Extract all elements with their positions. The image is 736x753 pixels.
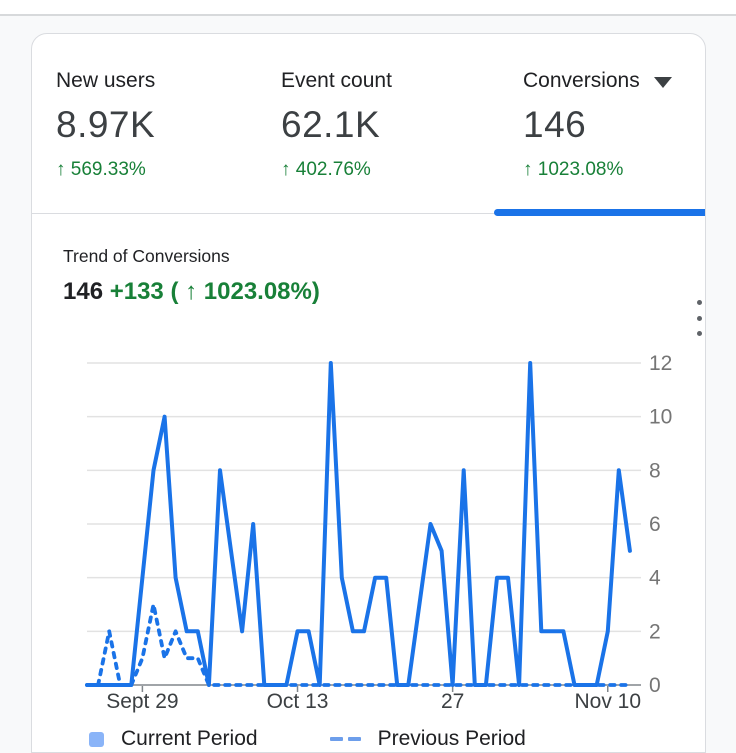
x-tick-label: Oct 13 (267, 690, 329, 713)
metric-card-event-count[interactable]: Event count 62.1K ↑ 402.76% (281, 69, 392, 181)
chart-title: Trend of Conversions (63, 246, 230, 266)
x-tick-label: Sept 29 (106, 690, 178, 713)
chevron-down-icon[interactable] (653, 77, 672, 88)
overview-card: New users 8.97K ↑ 569.33% Event count 62… (31, 33, 706, 753)
metric-card-conversions[interactable]: Conversions 146 ↑ 1023.08% (523, 69, 672, 181)
metric-label: New users (56, 69, 156, 92)
page-divider (0, 14, 736, 16)
metric-card-new-users[interactable]: New users 8.97K ↑ 569.33% (56, 69, 155, 181)
selected-tab-indicator (494, 209, 705, 216)
legend-label: Previous Period (377, 727, 526, 750)
legend-item-current-period: Current Period (89, 727, 258, 751)
metric-delta: ↑ 569.33% (56, 159, 146, 180)
metric-value: 146 (523, 104, 587, 145)
chart-legend: Current Period Previous Period (89, 727, 526, 751)
page-top-strip (0, 0, 736, 14)
metrics-divider (32, 213, 705, 214)
x-tick-label: Nov 10 (574, 690, 641, 713)
y-tick-label: 6 (649, 513, 661, 536)
metric-value: 8.97K (56, 104, 156, 145)
metric-value: 62.1K (281, 104, 381, 145)
metric-delta: ↑ 402.76% (281, 159, 371, 180)
chart-value: 146 (63, 278, 104, 305)
trend-chart[interactable]: 0 2 4 6 8 10 12 Sept 29 Oct 13 27 Nov 10 (32, 334, 706, 753)
legend-item-previous-period: Previous Period (329, 727, 526, 751)
y-tick-label: 8 (649, 459, 661, 482)
metric-delta: ↑ 1023.08% (523, 159, 624, 180)
metric-label: Event count (281, 69, 392, 92)
current-period-line (85, 361, 632, 687)
previous-period-swatch-icon (329, 737, 361, 741)
current-period-swatch-icon (89, 731, 104, 747)
y-tick-label: 12 (649, 352, 672, 375)
y-tick-label: 10 (649, 406, 672, 429)
y-tick-label: 0 (649, 674, 661, 697)
y-tick-label: 4 (649, 567, 661, 590)
kebab-menu-icon[interactable] (689, 300, 705, 336)
y-tick-label: 2 (649, 620, 661, 643)
legend-label: Current Period (121, 727, 258, 750)
previous-period-line (85, 602, 632, 687)
chart-delta: +133 ( ↑ 1023.08%) (109, 278, 320, 305)
metric-label: Conversions (523, 69, 640, 92)
x-tick-label: 27 (441, 690, 464, 713)
